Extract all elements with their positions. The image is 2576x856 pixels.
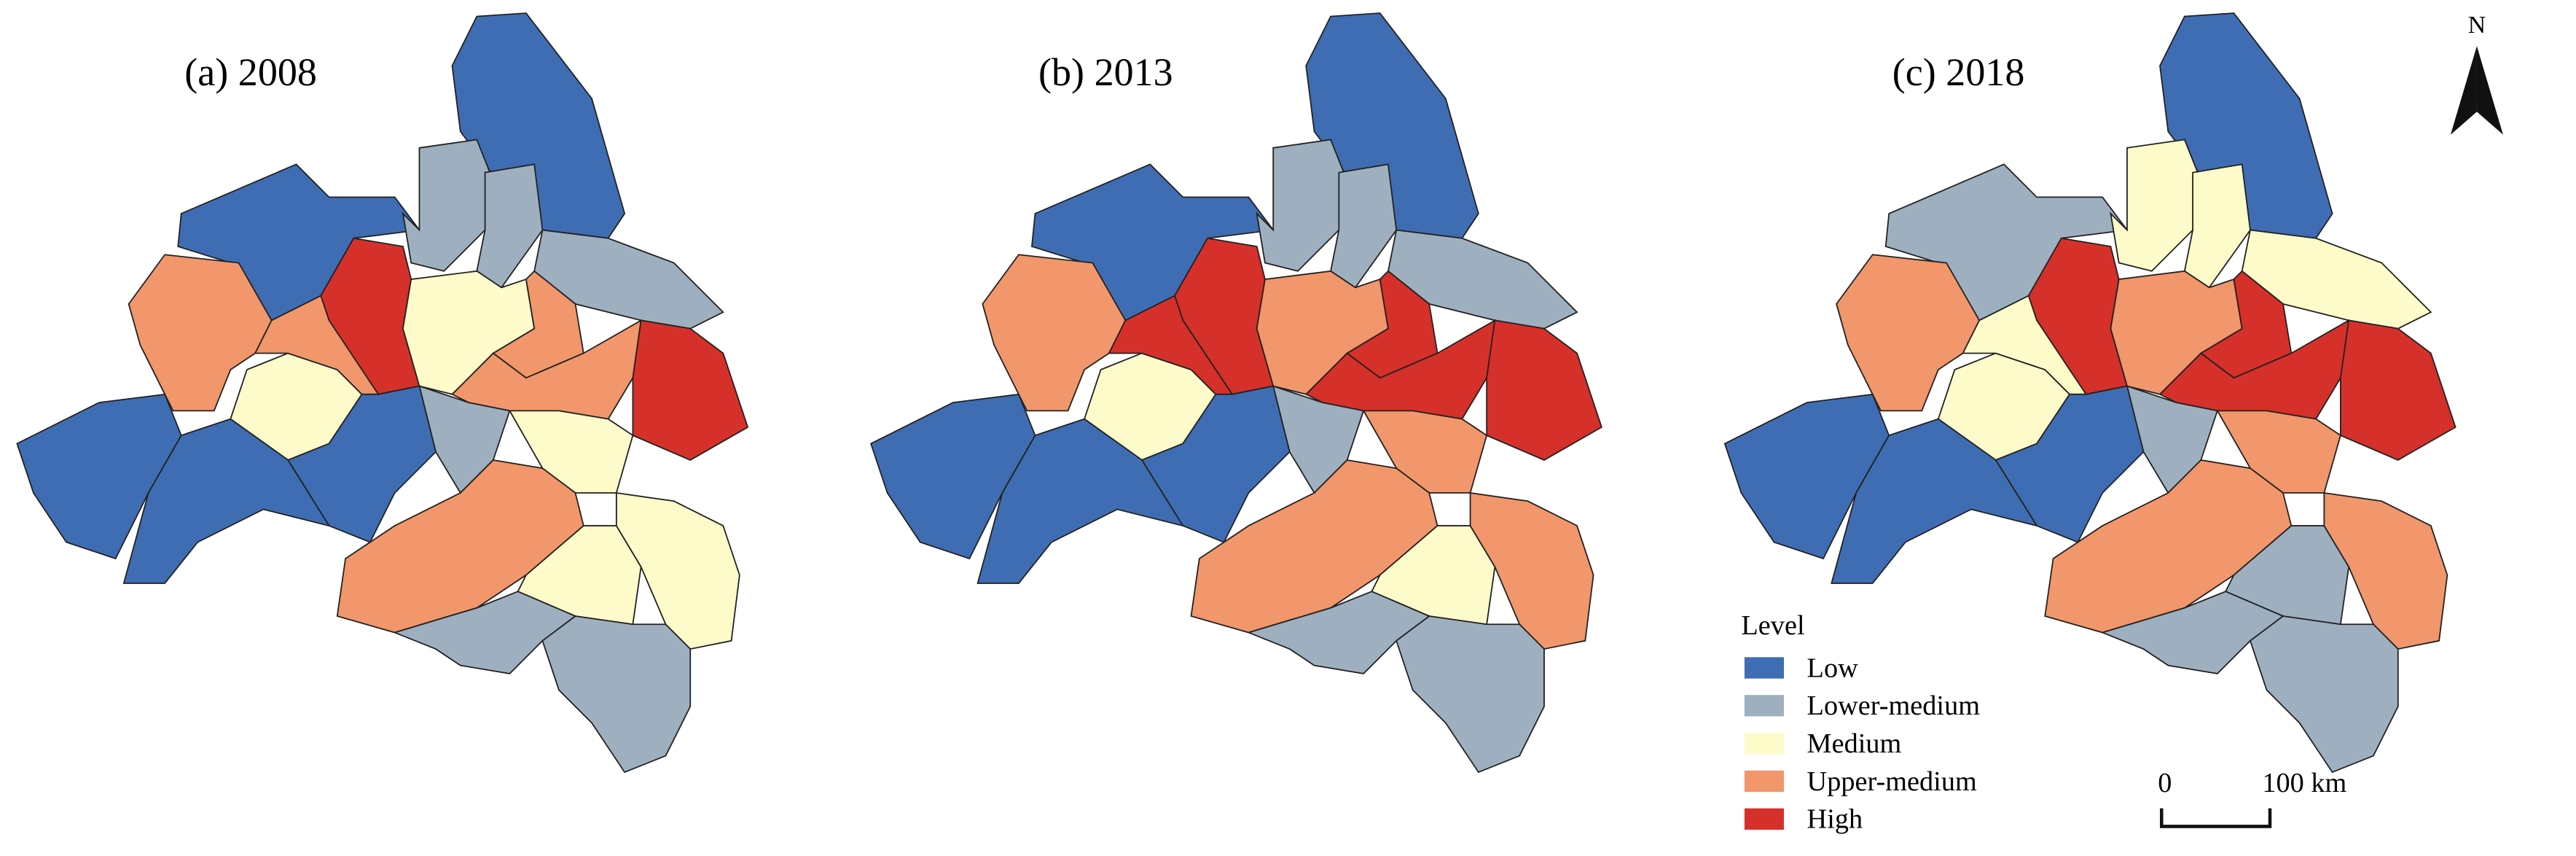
legend-swatch (1744, 732, 1785, 755)
region (615, 491, 740, 650)
legend-label: Low (1807, 653, 1859, 683)
region (1469, 491, 1594, 650)
region (2110, 139, 2202, 272)
map-panels: (a) 2008 (b) 2013 (c) 2018 (16, 12, 2456, 774)
region (1395, 615, 1545, 774)
region (402, 139, 494, 272)
panel-title: (b) 2013 (1038, 50, 1173, 94)
scale-end: 100 km (2262, 768, 2346, 798)
north-arrow-left (2450, 46, 2477, 135)
north-label: N (2468, 12, 2486, 39)
region (1486, 319, 1602, 461)
legend-swatch (1744, 657, 1785, 679)
legend-swatch (1744, 695, 1785, 717)
legend-label: High (1807, 804, 1863, 835)
north-arrow-right (2476, 46, 2503, 135)
region (632, 319, 749, 461)
region (2183, 163, 2251, 289)
region (1362, 410, 1488, 494)
legend-items: Low Lower-medium Medium Upper-medium High (1744, 653, 1981, 835)
north-arrow: N (2450, 12, 2503, 135)
panel-title: (c) 2018 (1892, 50, 2025, 94)
region (1836, 254, 1981, 412)
region (976, 418, 1185, 584)
legend-label: Upper-medium (1807, 766, 1977, 797)
map-panel: (b) 2013 (870, 12, 1602, 774)
region (336, 459, 584, 634)
legend-swatch (1744, 770, 1785, 793)
region (1994, 385, 2145, 543)
region (122, 418, 331, 584)
legend-swatch (1744, 808, 1785, 830)
region (1330, 163, 1398, 289)
region (2340, 319, 2456, 461)
region (982, 254, 1127, 412)
region (541, 615, 692, 774)
region (128, 254, 273, 412)
legend-label: Medium (1807, 728, 1902, 759)
region (2323, 491, 2448, 650)
legend-label: Lower-medium (1807, 690, 1981, 721)
legend: Level Low Lower-medium Medium Upper-medium H… (1741, 610, 1980, 835)
legend-title: Level (1741, 610, 1804, 641)
region (1190, 459, 1438, 634)
panel-title: (a) 2008 (184, 50, 317, 94)
region (508, 410, 634, 494)
scale-bar: 0 100 km (2158, 768, 2347, 828)
region (2044, 459, 2293, 634)
scale-line (2160, 808, 2272, 828)
map-panel: (a) 2008 (16, 12, 749, 774)
scale-start: 0 (2158, 768, 2172, 798)
region (2249, 615, 2399, 774)
region (2216, 410, 2341, 494)
region (1140, 385, 1291, 543)
region (1256, 139, 1348, 272)
region (1831, 418, 2038, 584)
region (286, 385, 437, 543)
region (476, 163, 544, 289)
map-panel: (c) 2018 (1723, 12, 2456, 774)
